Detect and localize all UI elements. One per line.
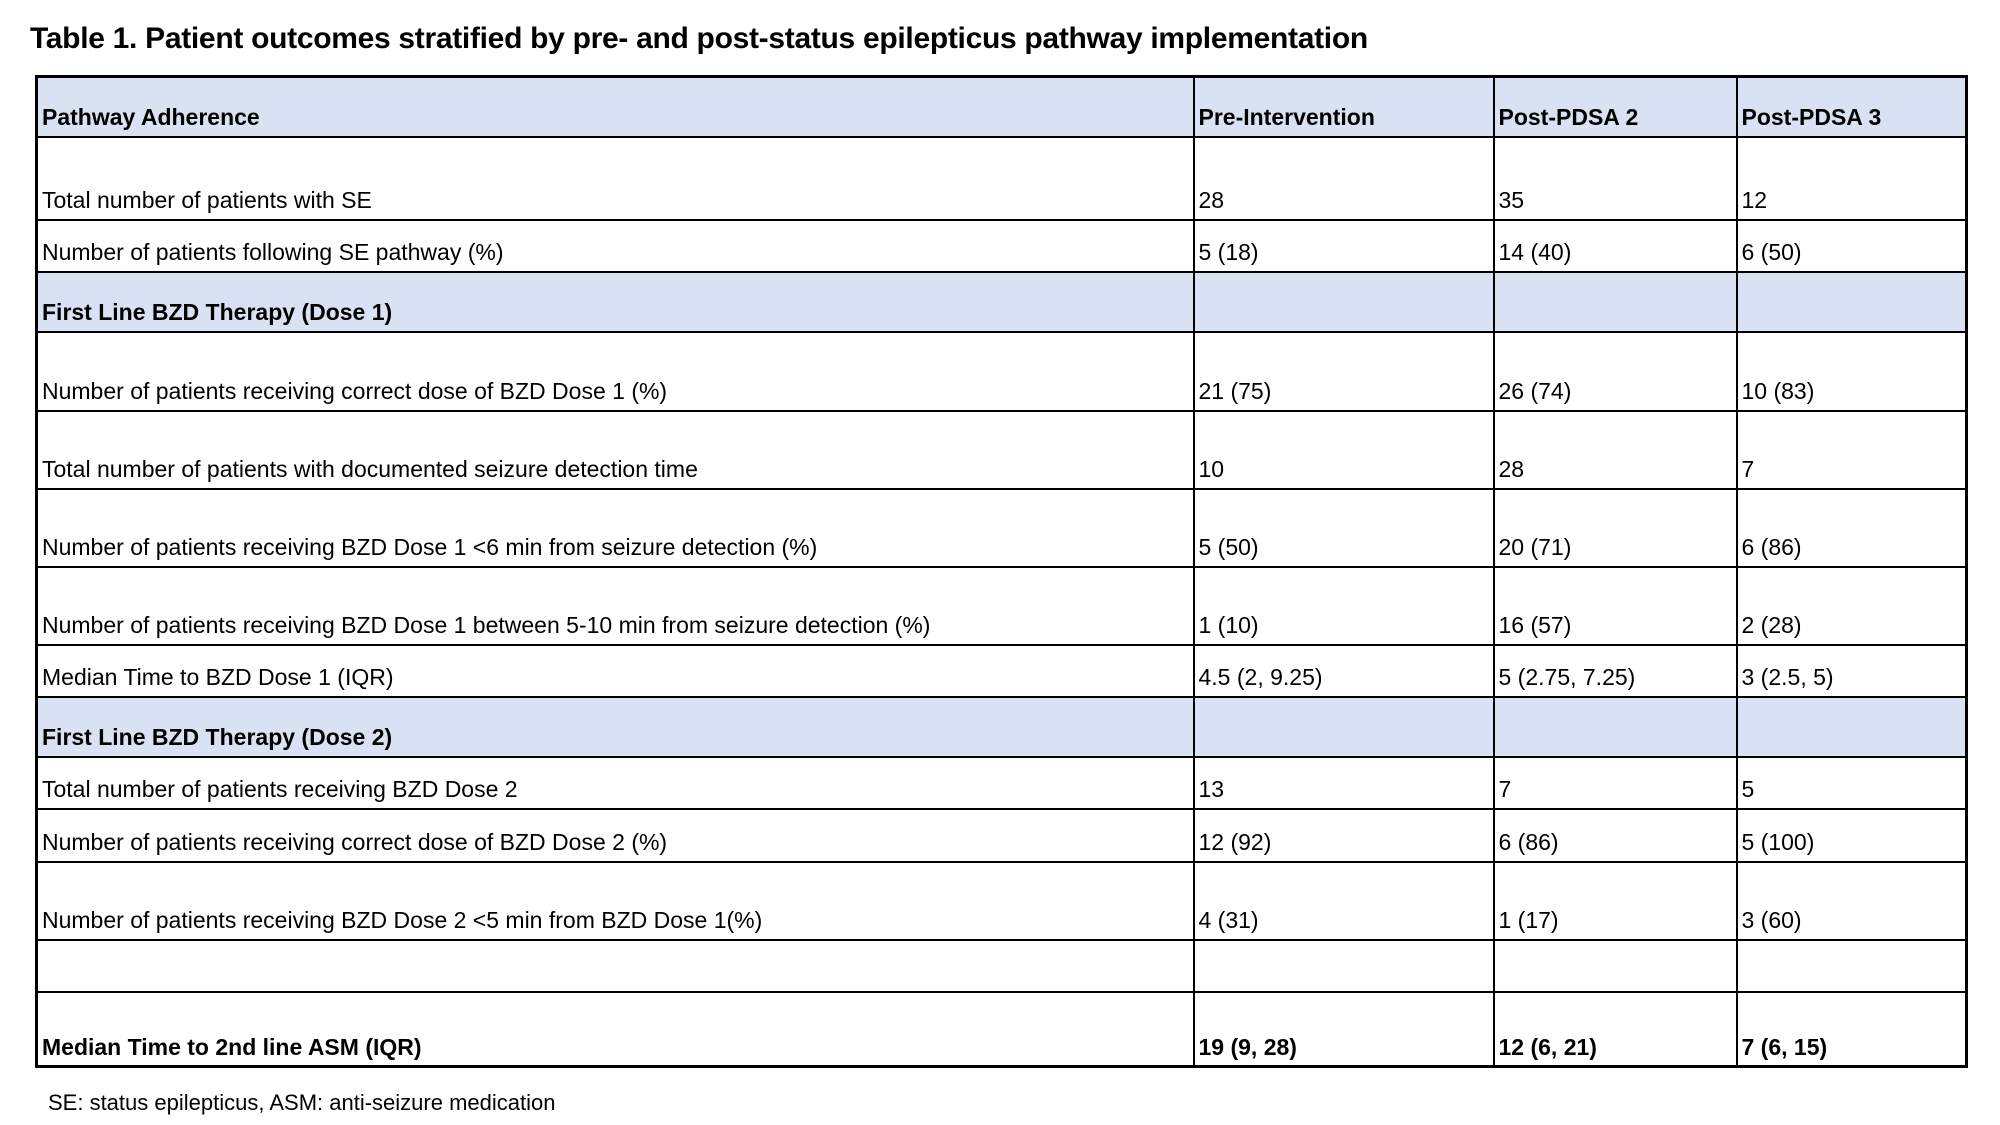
value-cell: 5 [1735, 755, 1968, 810]
table-footnote: SE: status epilepticus, ASM: anti-seizur… [48, 1090, 556, 1115]
value-cell: 3 (2.5, 5) [1735, 643, 1968, 698]
value-cell: 6 (86) [1735, 487, 1968, 568]
value-cell: 5 (18) [1192, 218, 1495, 273]
row-label: Median Time to BZD Dose 1 (IQR) [35, 643, 1195, 698]
table-body: Total number of patients with SE 28 35 12 Nu… [35, 135, 1968, 1068]
value-cell: 12 (6, 21) [1492, 990, 1738, 1068]
value-cell: 5 (50) [1192, 487, 1495, 568]
value-cell: 26 (74) [1492, 330, 1738, 412]
value-cell: 12 [1735, 135, 1968, 221]
value-cell: 6 (86) [1492, 807, 1738, 863]
section-row: First Line BZD Therapy (Dose 1) [35, 270, 1968, 333]
value-cell: 5 (100) [1735, 807, 1968, 863]
row-label: Total number of patients with SE [35, 135, 1195, 221]
table-row: Median Time to BZD Dose 1 (IQR) 4.5 (2, 9… [35, 643, 1968, 698]
value-cell: 10 [1192, 409, 1495, 490]
value-cell: 5 (2.75, 7.25) [1492, 643, 1738, 698]
patient-outcomes-table: Pathway Adherence Pre-Intervention Post-PD… [35, 75, 1968, 1068]
row-label: Total number of patients with documented… [35, 409, 1195, 490]
value-cell: 13 [1192, 755, 1495, 810]
value-cell: 35 [1492, 135, 1738, 221]
value-cell [1735, 695, 1968, 758]
value-cell: 3 (60) [1735, 860, 1968, 941]
column-header-0: Pathway Adherence [35, 75, 1195, 138]
row-label: Total number of patients receiving BZD D… [35, 755, 1195, 810]
table-row: Number of patients receiving BZD Dose 2 … [35, 860, 1968, 941]
value-cell: 12 (92) [1192, 807, 1495, 863]
value-cell: 2 (28) [1735, 565, 1968, 646]
value-cell: 1 (17) [1492, 860, 1738, 941]
value-cell: 6 (50) [1735, 218, 1968, 273]
value-cell: 1 (10) [1192, 565, 1495, 646]
table-header: Pathway Adherence Pre-Intervention Post-PD… [35, 75, 1968, 138]
value-cell: 19 (9, 28) [1192, 990, 1495, 1068]
value-cell: 10 (83) [1735, 330, 1968, 412]
column-header-2: Post-PDSA 2 [1492, 75, 1738, 138]
row-label: Number of patients receiving BZD Dose 1 … [35, 565, 1195, 646]
value-cell: 7 [1735, 409, 1968, 490]
row-label: Median Time to 2nd line ASM (IQR) [35, 990, 1195, 1068]
value-cell: 7 (6, 15) [1735, 990, 1968, 1068]
row-label: Number of patients receiving correct dos… [35, 807, 1195, 863]
table-row: Number of patients receiving BZD Dose 1 … [35, 487, 1968, 568]
value-cell [1492, 695, 1738, 758]
table-row: Median Time to 2nd line ASM (IQR) 19 (9, … [35, 990, 1968, 1068]
table-row: Total number of patients with SE 28 35 12 [35, 135, 1968, 221]
table-title: Table 1. Patient outcomes stratified by … [30, 22, 1368, 55]
table-row: Number of patients receiving correct dos… [35, 330, 1968, 412]
value-cell: 4 (31) [1192, 860, 1495, 941]
row-label: First Line BZD Therapy (Dose 1) [35, 270, 1195, 333]
value-cell: 28 [1192, 135, 1495, 221]
header-row: Pathway Adherence Pre-Intervention Post-PD… [35, 75, 1968, 138]
value-cell: 4.5 (2, 9.25) [1192, 643, 1495, 698]
row-label: Number of patients receiving BZD Dose 2 … [35, 860, 1195, 941]
value-cell [1735, 938, 1968, 993]
value-cell: 7 [1492, 755, 1738, 810]
value-cell: 21 (75) [1192, 330, 1495, 412]
empty-row [35, 938, 1968, 993]
value-cell [1192, 695, 1495, 758]
row-label [35, 938, 1195, 993]
table-row: Number of patients following SE pathway … [35, 218, 1968, 273]
table-row: Number of patients receiving BZD Dose 1 … [35, 565, 1968, 646]
value-cell: 16 (57) [1492, 565, 1738, 646]
table-row: Total number of patients with documented… [35, 409, 1968, 490]
value-cell [1192, 270, 1495, 333]
value-cell [1492, 938, 1738, 993]
table-row: Total number of patients receiving BZD D… [35, 755, 1968, 810]
value-cell [1735, 270, 1968, 333]
value-cell [1492, 270, 1738, 333]
row-label: Number of patients following SE pathway … [35, 218, 1195, 273]
value-cell: 14 (40) [1492, 218, 1738, 273]
value-cell [1192, 938, 1495, 993]
row-label: Number of patients receiving correct dos… [35, 330, 1195, 412]
column-header-1: Pre-Intervention [1192, 75, 1495, 138]
table-row: Number of patients receiving correct dos… [35, 807, 1968, 863]
section-row: First Line BZD Therapy (Dose 2) [35, 695, 1968, 758]
row-label: First Line BZD Therapy (Dose 2) [35, 695, 1195, 758]
value-cell: 28 [1492, 409, 1738, 490]
row-label: Number of patients receiving BZD Dose 1 … [35, 487, 1195, 568]
value-cell: 20 (71) [1492, 487, 1738, 568]
column-header-3: Post-PDSA 3 [1735, 75, 1968, 138]
